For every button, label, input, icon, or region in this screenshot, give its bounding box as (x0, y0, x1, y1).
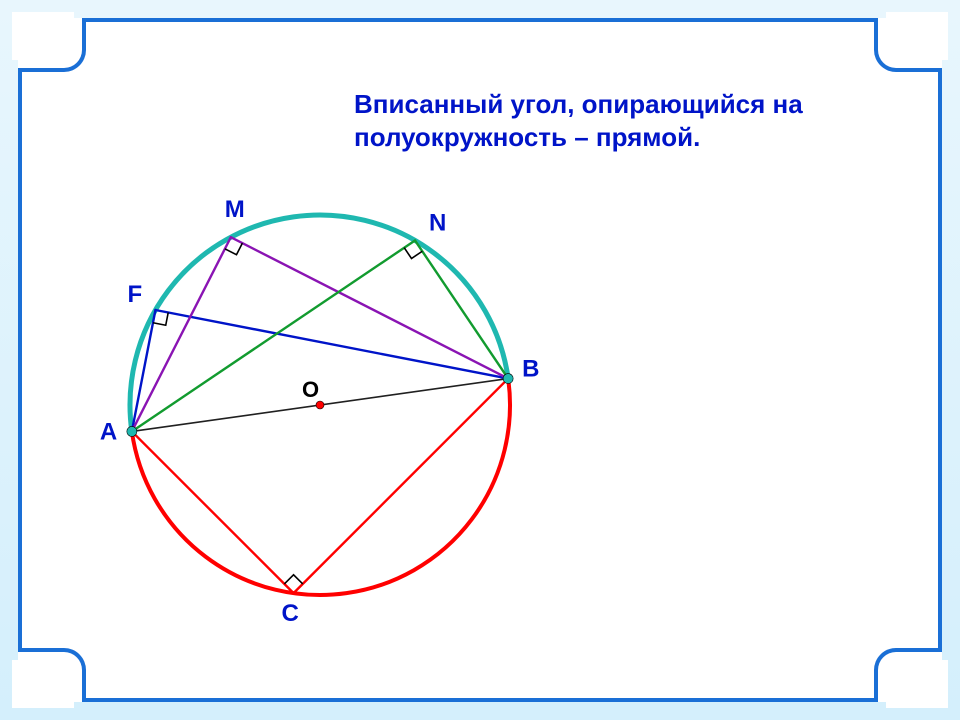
svg-text:O: O (302, 377, 319, 402)
svg-text:M: M (225, 196, 245, 223)
svg-text:F: F (127, 281, 142, 308)
svg-text:A: A (100, 418, 117, 445)
svg-text:B: B (522, 356, 539, 383)
svg-text:N: N (429, 209, 446, 236)
geometry-diagram: A B M N F C O (0, 0, 960, 720)
svg-text:C: C (282, 600, 299, 627)
